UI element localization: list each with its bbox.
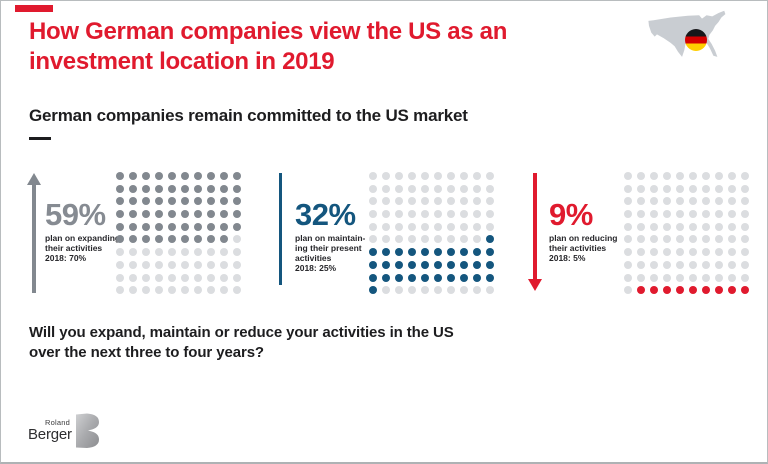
- chart-expand: 59% plan on expanding their activities 2…: [27, 171, 253, 303]
- reduce-percent-value: 9%: [549, 197, 593, 232]
- reduce-dot-grid: [624, 172, 749, 295]
- brand-red-bar: [15, 5, 53, 12]
- maintain-label: plan on maintain- ing their present acti…: [295, 233, 366, 273]
- expand-label: plan on expanding their activities 2018:…: [45, 233, 121, 263]
- logo-roland-text: Roland: [45, 418, 70, 427]
- survey-question: Will you expand, maintain or reduce your…: [29, 324, 454, 361]
- trend-flat-line-icon: [279, 173, 282, 285]
- page-title: How German companies view the US as an i…: [29, 18, 508, 75]
- expand-dot-grid: [116, 172, 241, 295]
- maintain-dot-grid: [369, 172, 494, 295]
- roland-berger-b-icon: [76, 413, 99, 448]
- expand-percent-value: 59%: [45, 197, 106, 232]
- trend-up-arrow-icon: [27, 173, 41, 293]
- german-flag-icon: [685, 29, 707, 51]
- roland-berger-logo: Roland Berger: [28, 413, 99, 449]
- maintain-percent-value: 32%: [295, 197, 356, 232]
- chart-reduce: 9% plan on reducing their activities 201…: [528, 171, 760, 303]
- trend-down-arrow-icon: [528, 173, 542, 291]
- logo-berger-text: Berger: [28, 426, 72, 443]
- reduce-label: plan on reducing their activities 2018: …: [549, 233, 618, 263]
- slide-subtitle: German companies remain committed to the…: [29, 106, 468, 125]
- subtitle-dash: [29, 137, 51, 140]
- chart-maintain: 32% plan on maintain- ing their present …: [279, 171, 505, 303]
